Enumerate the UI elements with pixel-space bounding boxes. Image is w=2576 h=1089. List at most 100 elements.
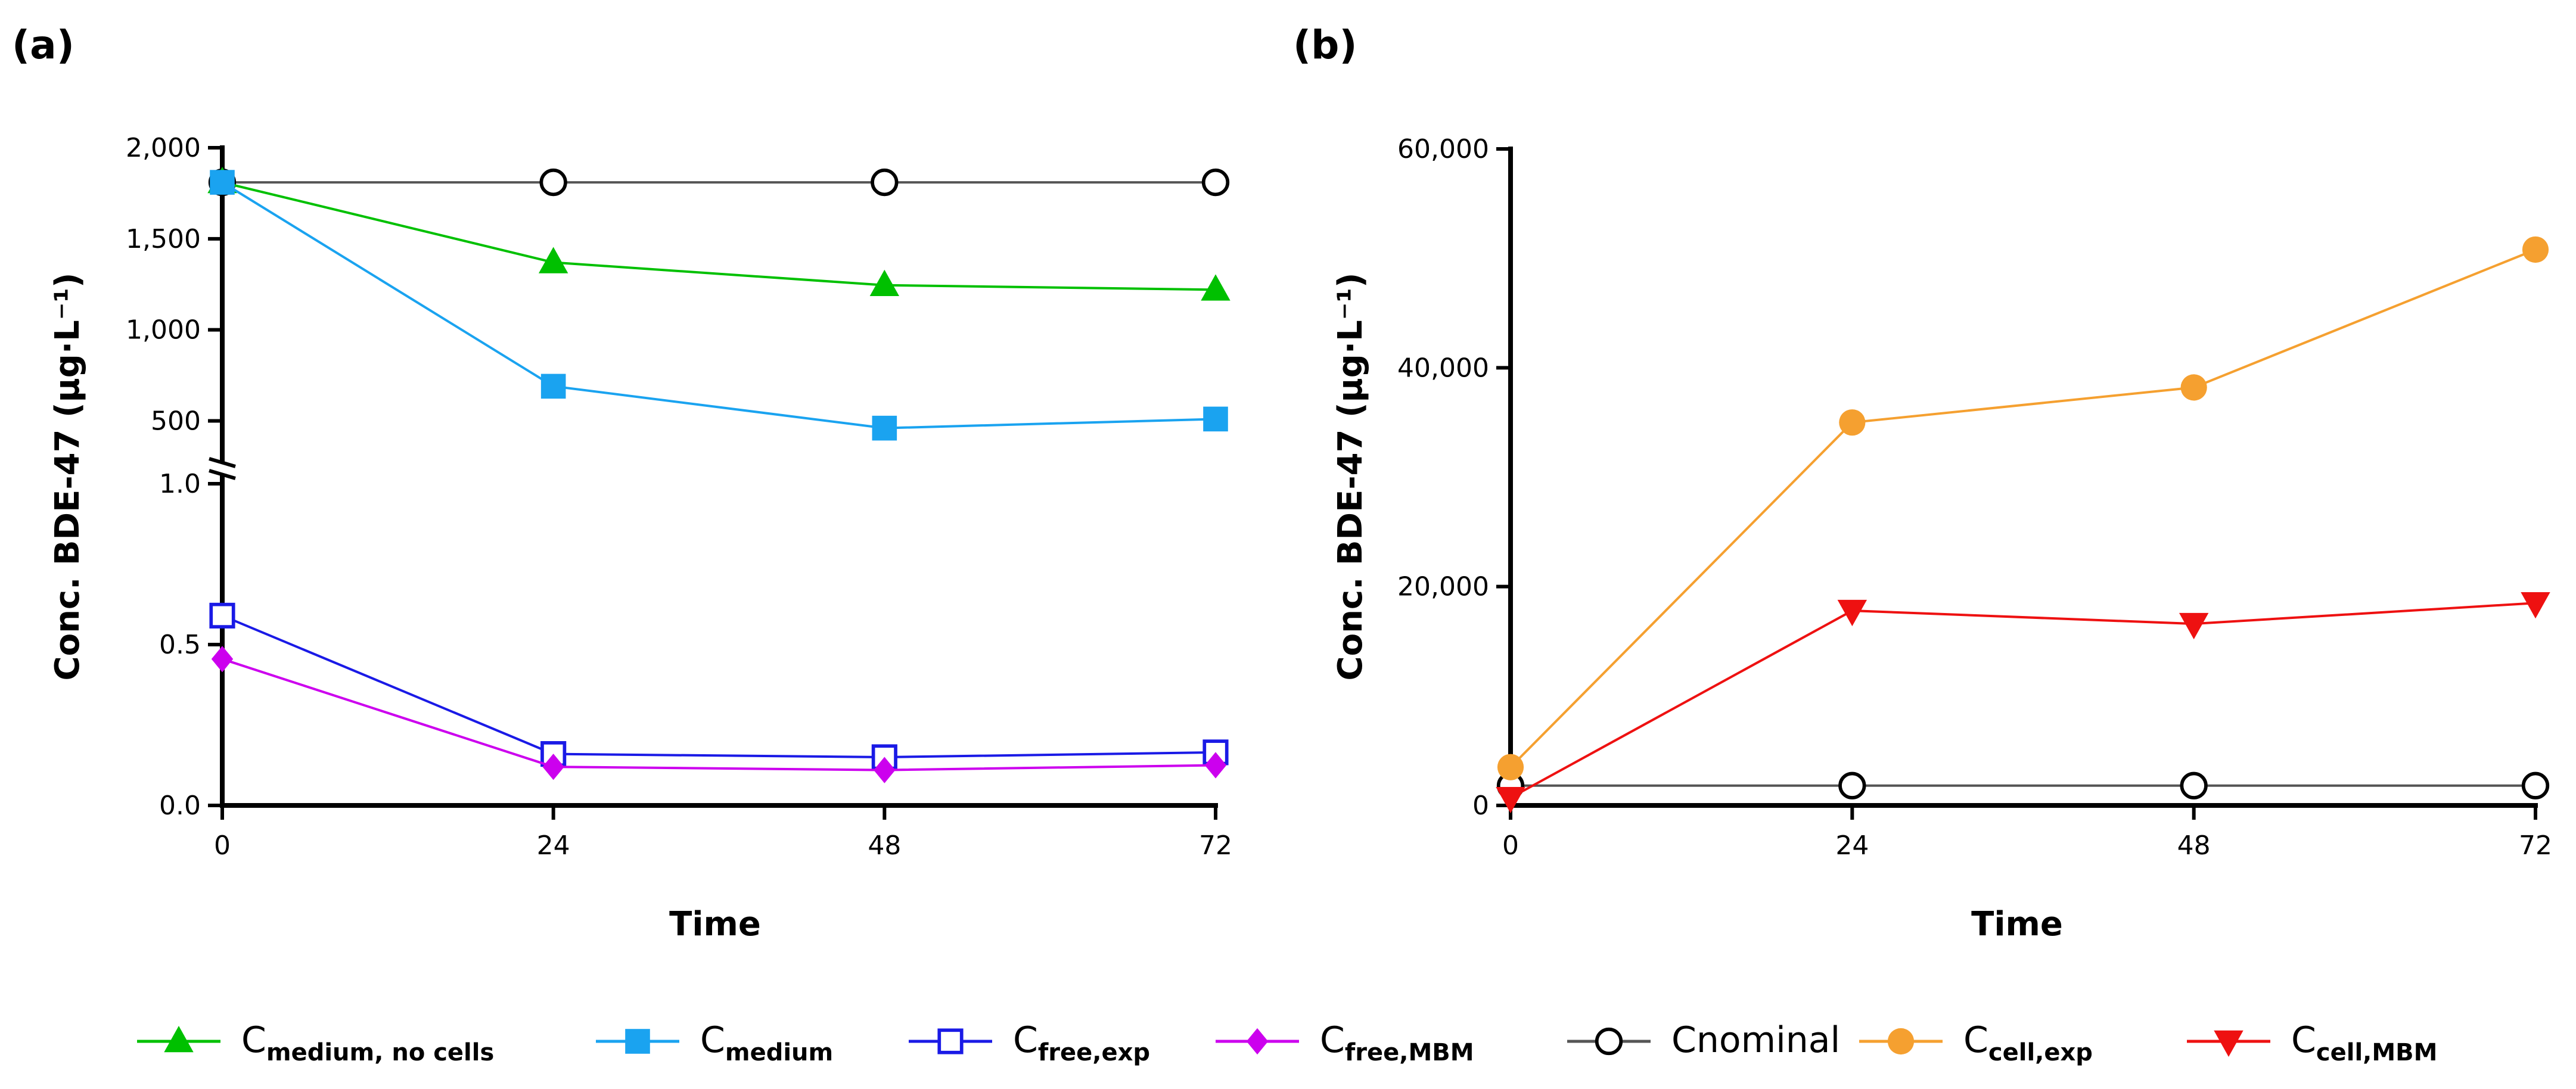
legend-label-subscript: cell,MBM xyxy=(2316,1039,2438,1066)
panel-a-label: (a) xyxy=(12,22,74,68)
panel-a-series-line xyxy=(222,181,1216,291)
panel-b-y-axis-title: Conc. BDE-47 (μg·L⁻¹) xyxy=(1331,272,1370,680)
legend-label-main: C xyxy=(700,1019,725,1061)
panel-a-data-point xyxy=(874,757,896,783)
legend-label: Cmedium, no cells xyxy=(241,1019,494,1066)
panel-a-data-point xyxy=(872,415,897,441)
panel-b-data-point xyxy=(2521,592,2550,619)
legend-label-subscript: free,MBM xyxy=(1345,1039,1474,1066)
legend-label-subscript: medium xyxy=(725,1039,833,1066)
panel-a-data-point xyxy=(1204,752,1227,779)
legend-label-subscript: cell,exp xyxy=(1988,1039,2093,1066)
panel-b-data-point xyxy=(2179,612,2209,640)
panel-b-series-cnominal xyxy=(1496,771,2550,799)
panel-a-x-tick-label: 48 xyxy=(868,830,901,861)
panel-a-data-point xyxy=(211,646,234,673)
panel-a-series-c-medium xyxy=(210,170,1228,441)
legend-label-subscript: free,exp xyxy=(1038,1039,1150,1066)
panel-a-series-c-free-mbm xyxy=(211,646,1227,783)
legend-marker xyxy=(1595,1027,1623,1056)
panel-b-data-point xyxy=(2180,771,2208,799)
panel-b-x-axis-title: Time xyxy=(1971,905,2063,944)
panel-b-y-tick-label: 0 xyxy=(1472,791,1489,821)
panel-a-data-point xyxy=(540,374,566,399)
panel-a-axis-break-mark xyxy=(209,469,236,480)
legend-label-main: C xyxy=(1320,1019,1345,1061)
panel-b-series-c-cell-mbm xyxy=(1496,592,2550,814)
panel-b: (b) Time Conc. BDE-47 (μg·L⁻¹) xyxy=(1293,22,2063,944)
panel-a-x-tick-label: 0 xyxy=(214,830,231,861)
legend-marker xyxy=(2214,1030,2243,1057)
legend-label-main: Cnominal xyxy=(1671,1019,1840,1061)
panel-a: (a) Time Conc. BDE-47 (μg·L⁻¹) xyxy=(12,22,761,944)
legend-marker xyxy=(1246,1028,1269,1055)
panel-a-data-point xyxy=(1201,168,1230,197)
panel-a-x-axis-title: Time xyxy=(669,905,761,944)
panel-b-data-point xyxy=(1497,754,1524,780)
legend-item-c-free-exp: Cfree,exp xyxy=(909,1019,1150,1066)
panel-a-data-point xyxy=(538,247,568,273)
legend-label-main: C xyxy=(1963,1019,1988,1061)
panel-a-data-point xyxy=(209,602,235,628)
panel-a-series-line xyxy=(221,181,1216,430)
panel-a-data-point xyxy=(210,170,235,195)
legend-label: Cmedium xyxy=(700,1019,833,1066)
legend-item-cnominal: Cnominal xyxy=(1567,1019,1840,1061)
panel-b-plot: 0 20,000 40,000 60,000 0 24 48 72 xyxy=(1397,134,2552,861)
legend-label: Cfree,exp xyxy=(1013,1019,1150,1066)
panel-a-data-point xyxy=(539,168,567,197)
panel-b-data-point xyxy=(1838,771,1866,799)
panel-b-x-tick-label: 0 xyxy=(1502,830,1519,861)
legend-label: Ccell,MBM xyxy=(2291,1019,2437,1066)
legend-marker xyxy=(937,1028,964,1054)
legend-item-c-cell-exp: Ccell,exp xyxy=(1859,1019,2093,1066)
legend-label-main: C xyxy=(241,1019,266,1061)
panel-a-data-point xyxy=(542,754,564,780)
panel-b-x-tick-label: 72 xyxy=(2519,830,2552,861)
panel-a-y-axis-title: Conc. BDE-47 (μg·L⁻¹) xyxy=(48,272,87,680)
panel-a-series-line xyxy=(222,658,1216,771)
panel-a-y-tick-label: 1.0 xyxy=(159,469,201,499)
panel-b-y-tick-label: 40,000 xyxy=(1397,353,1489,383)
panel-a-data-point xyxy=(871,168,899,197)
legend-label-main: C xyxy=(2291,1019,2316,1061)
panel-a-y-tick-label: 2,000 xyxy=(126,133,201,163)
panel-b-data-point xyxy=(2522,236,2549,263)
panel-b-data-point xyxy=(2180,374,2207,401)
plot-layer: 500 1,000 1,500 2,000 0.0 0.5 1.0 0 24 48 72 0 20,00… xyxy=(126,133,2552,861)
panel-b-data-point xyxy=(2521,771,2550,799)
legend-marker xyxy=(1887,1028,1915,1055)
legend-label: Cnominal xyxy=(1671,1019,1840,1061)
panel-a-data-point xyxy=(1201,274,1230,301)
panel-a-series-cnominal xyxy=(208,168,1230,197)
legend-label-main: C xyxy=(1013,1019,1038,1061)
panel-a-series-line xyxy=(222,614,1216,759)
panel-b-series-line xyxy=(1509,248,2536,768)
panel-a-axis-break-mark xyxy=(209,457,236,468)
panel-a-y-tick-label: 1,000 xyxy=(126,315,201,346)
legend-item-c-medium: Cmedium xyxy=(596,1019,833,1066)
panel-b-label: (b) xyxy=(1293,22,1357,68)
panel-b-series-line xyxy=(1510,602,2536,799)
panel-a-data-point xyxy=(1203,406,1228,432)
legend-label: Cfree,MBM xyxy=(1320,1019,1474,1066)
legend-marker xyxy=(164,1026,194,1053)
panel-a-y-tick-label: 0.5 xyxy=(159,630,201,660)
panel-a-x-tick-label: 24 xyxy=(537,830,570,861)
panel-b-data-point xyxy=(1839,409,1866,436)
panel-b-x-tick-label: 24 xyxy=(1835,830,1869,861)
panel-b-data-point xyxy=(1837,599,1867,627)
legend-item-c-cell-mbm: Ccell,MBM xyxy=(2187,1019,2437,1066)
panel-a-y-tick-label: 1,500 xyxy=(126,224,201,254)
panel-b-y-tick-label: 20,000 xyxy=(1397,572,1489,602)
legend-item-c-free-mbm: Cfree,MBM xyxy=(1216,1019,1474,1066)
legend-label-subscript: medium, no cells xyxy=(266,1039,494,1066)
panel-b-data-point xyxy=(1496,786,1525,814)
panel-a-series-c-free-exp xyxy=(209,602,1229,770)
panel-b-series-c-cell-exp xyxy=(1497,236,2549,780)
panel-b-y-tick-label: 60,000 xyxy=(1397,134,1489,164)
legend: Cmedium, no cells Cmedium Cfree,exp Cfree,M… xyxy=(137,1019,2437,1066)
panel-a-series-c-medium-no-cells xyxy=(207,167,1230,301)
